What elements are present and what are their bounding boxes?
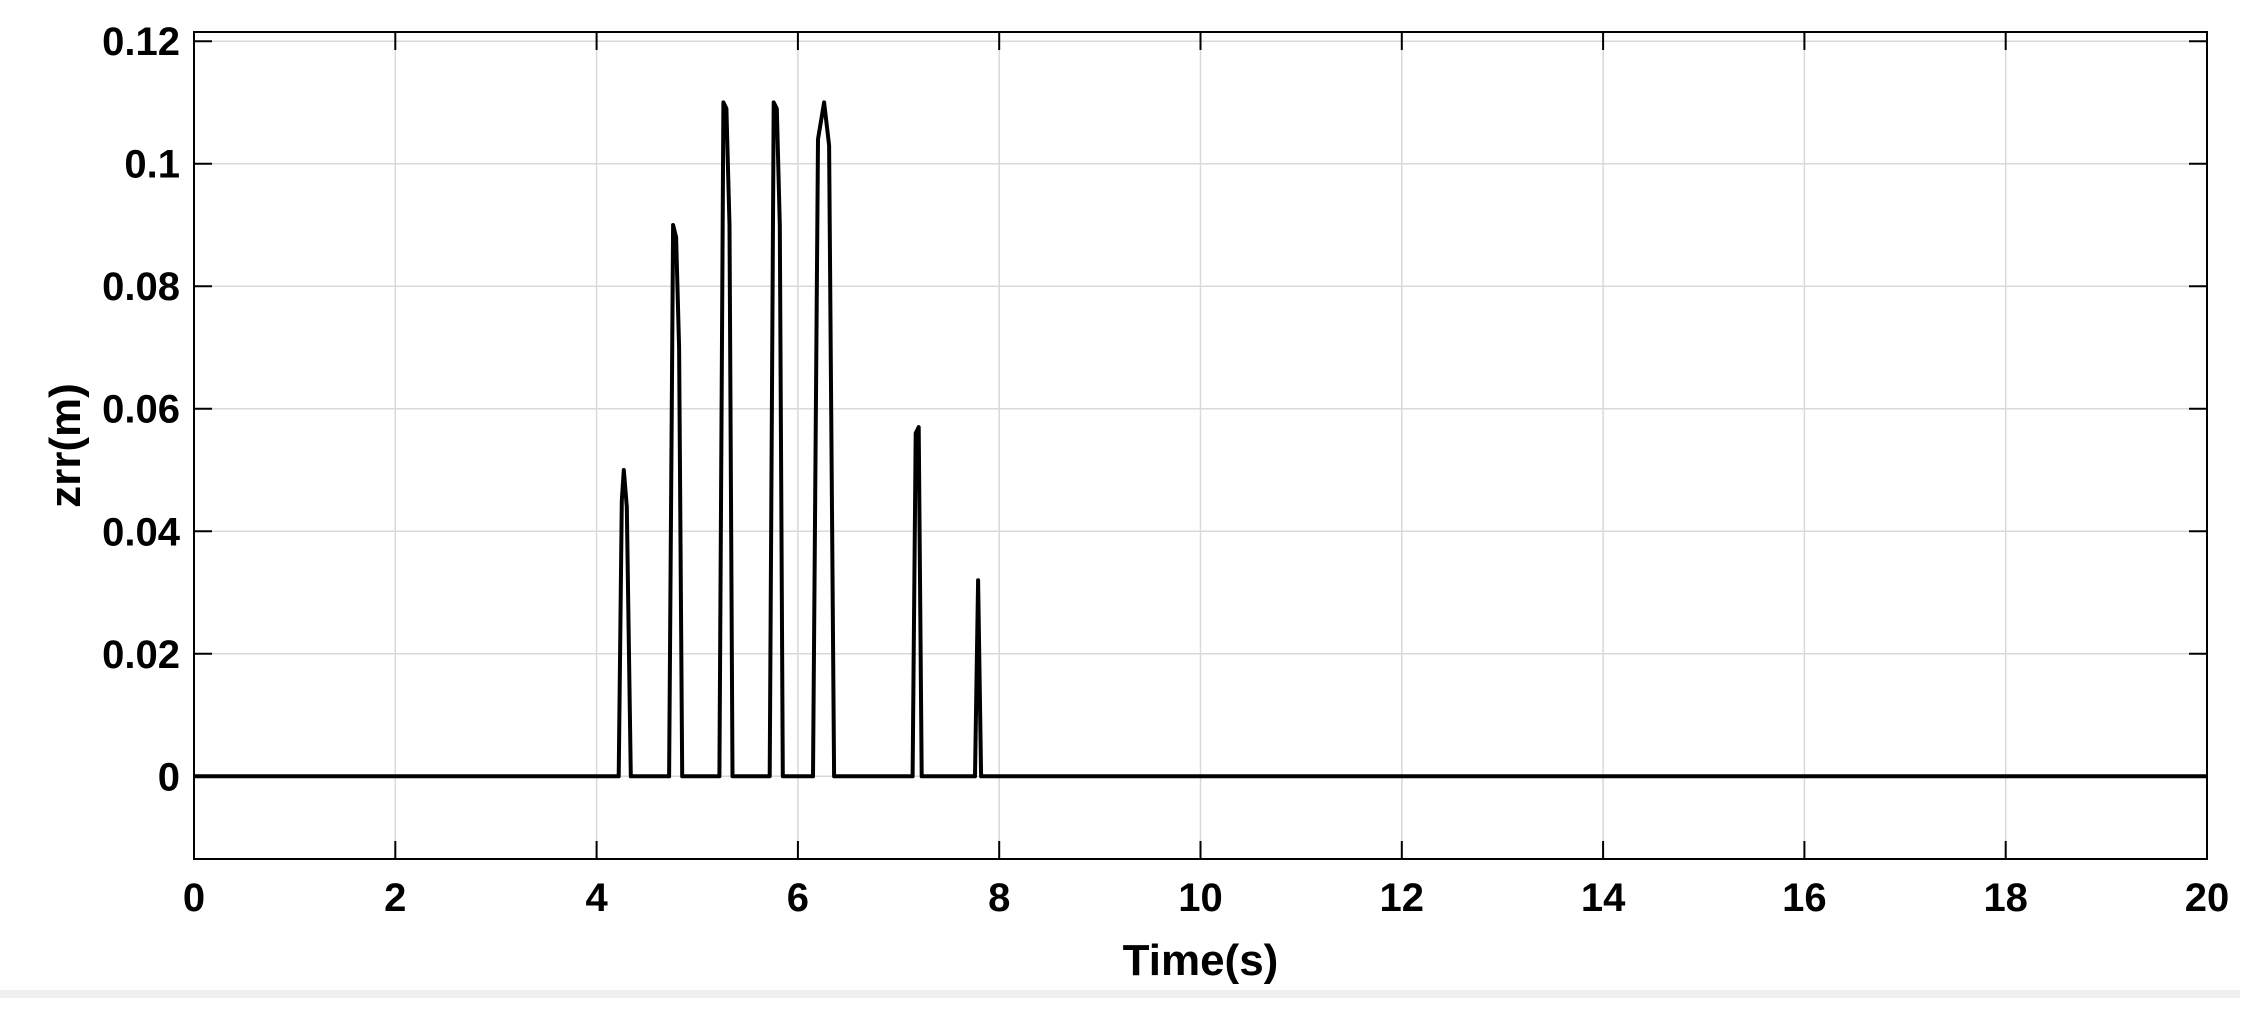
y-tick-label: 0.02	[102, 633, 180, 677]
x-tick-labels: 0 2 4 6 8 10 12 14 16 18 20	[183, 876, 2229, 920]
y-tick-label: 0.04	[102, 510, 181, 554]
x-tick-label: 20	[2185, 876, 2230, 920]
x-axis-label: Time(s)	[1123, 936, 1279, 985]
x-tick-label: 18	[1983, 876, 2028, 920]
x-tick-label: 6	[787, 876, 809, 920]
y-tick-labels: 0 0.02 0.04 0.06 0.08 0.1 0.12	[102, 20, 181, 799]
x-tick-label: 12	[1380, 876, 1425, 920]
x-tick-label: 10	[1178, 876, 1223, 920]
tick-marks	[193, 32, 2208, 859]
x-tick-label: 4	[585, 876, 608, 920]
x-tick-label: 14	[1581, 876, 1626, 920]
y-tick-label: 0.06	[102, 388, 180, 432]
y-tick-label: 0.1	[124, 143, 180, 187]
bottom-border-strip	[0, 990, 2240, 998]
series-line	[194, 100, 2207, 779]
y-tick-label: 0.08	[102, 265, 180, 309]
right-margin	[2240, 0, 2266, 1019]
y-tick-label: 0	[158, 755, 180, 799]
x-tick-label: 16	[1782, 876, 1827, 920]
y-axis-label: zrr(m)	[41, 383, 90, 508]
y-tick-label: 0.12	[102, 20, 180, 64]
x-tick-label: 2	[384, 876, 406, 920]
series-layer	[194, 100, 2207, 779]
x-tick-label: 8	[988, 876, 1010, 920]
x-tick-label: 0	[183, 876, 205, 920]
